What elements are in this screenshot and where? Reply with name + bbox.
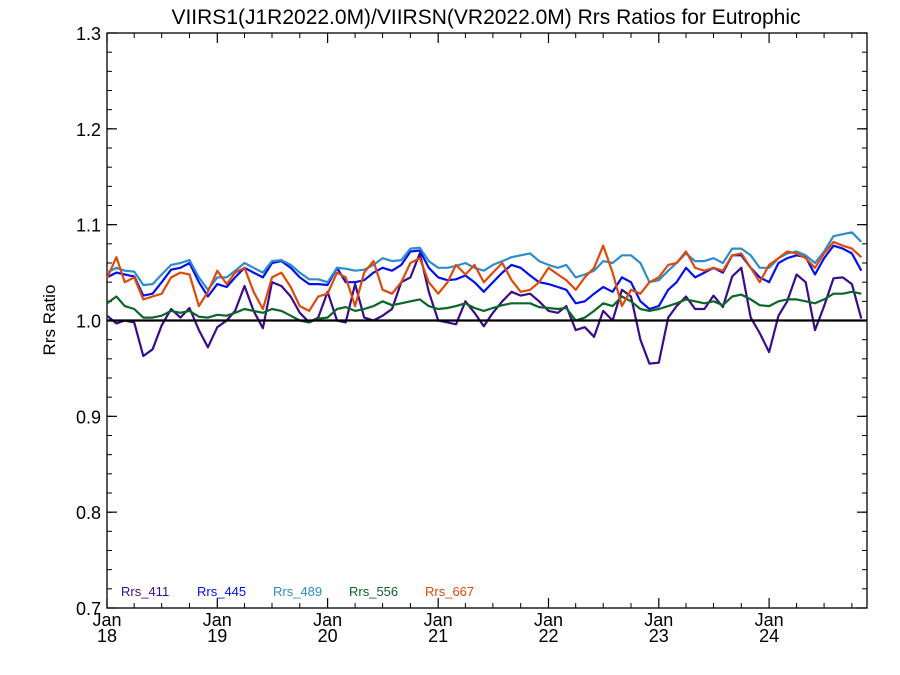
x-tick-year-label: 22 (538, 626, 558, 646)
legend-label: Rrs_445 (197, 584, 246, 599)
x-tick-label: Jan (534, 610, 563, 630)
y-tick-label: 1.3 (76, 24, 101, 44)
x-tick-year-label: 18 (97, 626, 117, 646)
legend-label: Rrs_556 (349, 584, 398, 599)
chart-title: VIIRS1(J1R2022.0M)/VIIRSN(VR2022.0M) Rrs… (171, 6, 800, 29)
y-axis-label: Rrs Ratio (40, 285, 59, 356)
x-tick-year-label: 23 (649, 626, 669, 646)
x-tick-label: Jan (313, 610, 342, 630)
y-tick-label: 0.7 (76, 599, 101, 619)
x-tick-label: Jan (203, 610, 232, 630)
y-tick-label: 0.8 (76, 503, 101, 523)
x-tick-year-label: 19 (207, 626, 227, 646)
x-tick-year-label: 20 (318, 626, 338, 646)
series-line-rrs-667 (105, 240, 863, 312)
series-line-rrs-489 (106, 231, 863, 291)
y-tick-label: 1.1 (76, 216, 101, 236)
x-tick-label: Jan (755, 610, 784, 630)
x-tick-year-label: 21 (428, 626, 448, 646)
y-tick-label: 0.9 (76, 407, 101, 427)
y-tick-label: 1.0 (76, 312, 101, 332)
x-tick-label: Jan (424, 610, 453, 630)
x-tick-year-label: 24 (759, 626, 779, 646)
legend-label: Rrs_411 (121, 584, 169, 599)
series-line-rrs-556 (106, 290, 862, 324)
legend-label: Rrs_489 (273, 584, 322, 599)
x-tick-label: Jan (92, 610, 121, 630)
x-tick-label: Jan (644, 610, 673, 630)
legend-label: Rrs_667 (425, 584, 474, 599)
plot-area: 0.70.80.91.01.11.21.3Jan18Jan19Jan20Jan2… (76, 24, 868, 646)
y-tick-label: 1.2 (76, 120, 101, 140)
